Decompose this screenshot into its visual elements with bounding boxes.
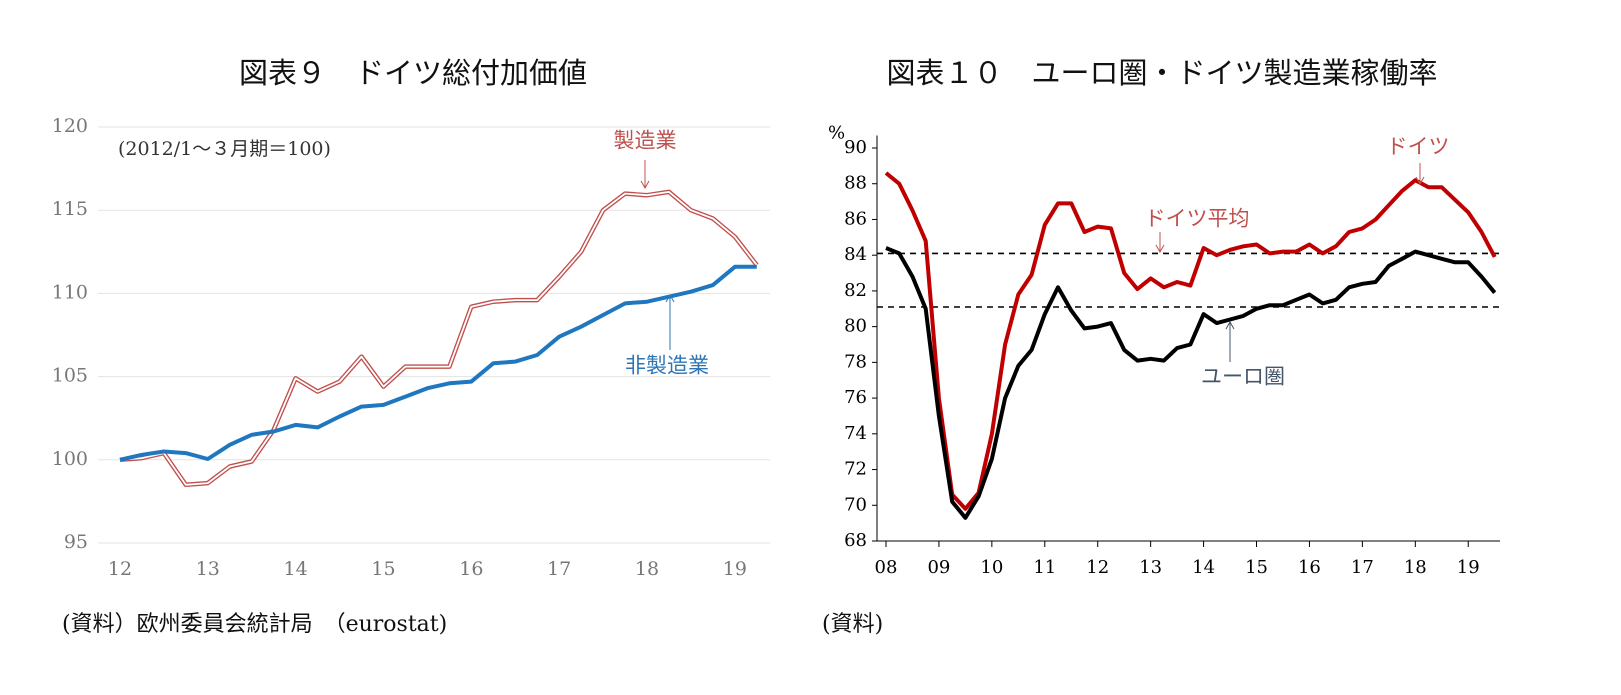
annotation: 製造業 — [614, 129, 677, 153]
x-tick-label: 14 — [284, 558, 308, 580]
y-tick-label: 105 — [52, 365, 88, 387]
y-tick-label: 100 — [52, 448, 88, 470]
annotation: ドイツ — [1387, 135, 1450, 159]
y-tick-label: 72 — [844, 459, 867, 480]
x-tick-label: 16 — [1298, 557, 1321, 578]
y-tick-label: 76 — [844, 387, 867, 408]
data-line-inner — [119, 191, 758, 486]
source-note: (資料) — [822, 612, 883, 637]
x-tick-label: 16 — [459, 558, 483, 580]
data-line — [119, 264, 757, 462]
x-tick-label: 13 — [196, 558, 220, 580]
y-tick-label: 86 — [844, 208, 867, 229]
data-line — [885, 246, 1497, 520]
data-line — [884, 171, 1497, 511]
annotation-arrowhead — [665, 293, 675, 303]
annotation-arrowhead — [1225, 320, 1235, 330]
y-tick-label: 70 — [844, 494, 867, 515]
x-tick-label: 08 — [875, 557, 898, 578]
y-tick-label: 82 — [844, 280, 867, 301]
x-tick-label: 14 — [1192, 557, 1215, 578]
x-tick-label: 15 — [371, 558, 395, 580]
chart-title: 図表１０ ユーロ圏・ドイツ製造業稼働率 — [886, 56, 1437, 90]
annotation: ユーロ圏 — [1201, 365, 1285, 389]
x-tick-label: 19 — [1457, 557, 1480, 578]
y-tick-label: 74 — [844, 423, 867, 444]
source-note: (資料）欧州委員会統計局 （eurostat) — [62, 612, 447, 637]
annotation-arrowhead — [1155, 244, 1165, 254]
x-tick-label: 17 — [547, 558, 571, 580]
x-tick-label: 12 — [1086, 557, 1109, 578]
x-tick-label: 09 — [927, 557, 950, 578]
x-tick-label: 11 — [1033, 557, 1056, 578]
annotation-arrowhead — [640, 180, 650, 190]
y-tick-label: 110 — [52, 281, 88, 303]
annotation: 非製造業 — [625, 354, 709, 378]
annotation: ドイツ平均 — [1145, 207, 1250, 231]
x-tick-label: 10 — [980, 557, 1003, 578]
x-tick-label: 18 — [1404, 557, 1427, 578]
y-tick-label: 88 — [844, 173, 867, 194]
annotation-arrowhead — [1415, 176, 1425, 186]
data-line — [119, 189, 759, 488]
y-tick-label: 84 — [844, 244, 867, 265]
y-tick-label: 120 — [52, 115, 88, 137]
x-tick-label: 12 — [108, 558, 132, 580]
y-axis-label: % — [828, 123, 845, 144]
x-tick-label: 18 — [635, 558, 659, 580]
annotation: (2012/1～３月期＝100) — [118, 138, 331, 160]
x-tick-label: 13 — [1139, 557, 1162, 578]
x-tick-label: 17 — [1351, 557, 1374, 578]
y-tick-label: 68 — [844, 530, 867, 551]
y-tick-label: 80 — [844, 316, 867, 337]
x-tick-label: 19 — [723, 558, 747, 580]
y-tick-label: 78 — [844, 351, 867, 372]
y-tick-label: 95 — [64, 531, 88, 553]
y-tick-label: 115 — [52, 198, 88, 220]
x-tick-label: 15 — [1245, 557, 1268, 578]
chart-title: 図表９ ドイツ総付加価値 — [239, 56, 587, 90]
y-tick-label: 90 — [844, 137, 867, 158]
